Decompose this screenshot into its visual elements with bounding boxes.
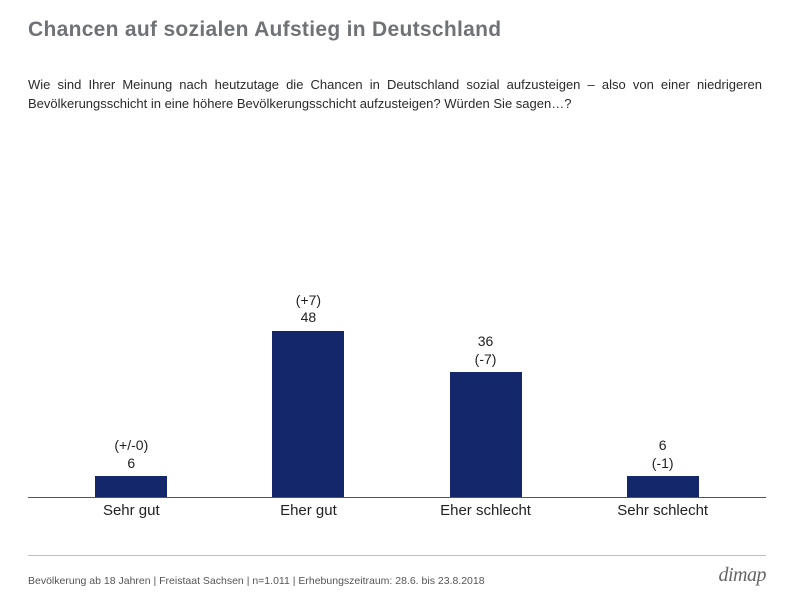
bar-value-label: (+/-0)6 xyxy=(95,437,167,476)
bar xyxy=(450,372,522,497)
bar-value-label: (+7)48 xyxy=(272,292,344,331)
survey-question: Wie sind Ihrer Meinung nach heutzutage d… xyxy=(28,76,766,114)
bar-chart: (+/-0)6 (+7)48 36(-7) 6(-1) Sehr gut Eher gu… xyxy=(28,290,766,522)
bar-group: (+7)48 xyxy=(272,331,344,497)
category-label: Eher gut xyxy=(238,502,378,519)
bar-group: 36(-7) xyxy=(450,372,522,497)
category-label: Sehr schlecht xyxy=(593,502,733,519)
bar xyxy=(627,476,699,497)
bar xyxy=(272,331,344,497)
category-label: Eher schlecht xyxy=(416,502,556,519)
bar-group: 6(-1) xyxy=(627,476,699,497)
bar-value-label: 6(-1) xyxy=(627,437,699,476)
footer: Bevölkerung ab 18 Jahren | Freistaat Sac… xyxy=(28,555,766,587)
brand-logo: dimap xyxy=(719,564,767,587)
page-title: Chancen auf sozialen Aufstieg in Deutsch… xyxy=(28,18,766,42)
footnote: Bevölkerung ab 18 Jahren | Freistaat Sac… xyxy=(28,575,485,587)
x-axis: Sehr gut Eher gut Eher schlecht Sehr schlec… xyxy=(28,498,766,522)
plot-area: (+/-0)6 (+7)48 36(-7) 6(-1) xyxy=(28,290,766,498)
category-label: Sehr gut xyxy=(61,502,201,519)
bar-value-label: 36(-7) xyxy=(450,333,522,372)
bar xyxy=(95,476,167,497)
bar-group: (+/-0)6 xyxy=(95,476,167,497)
